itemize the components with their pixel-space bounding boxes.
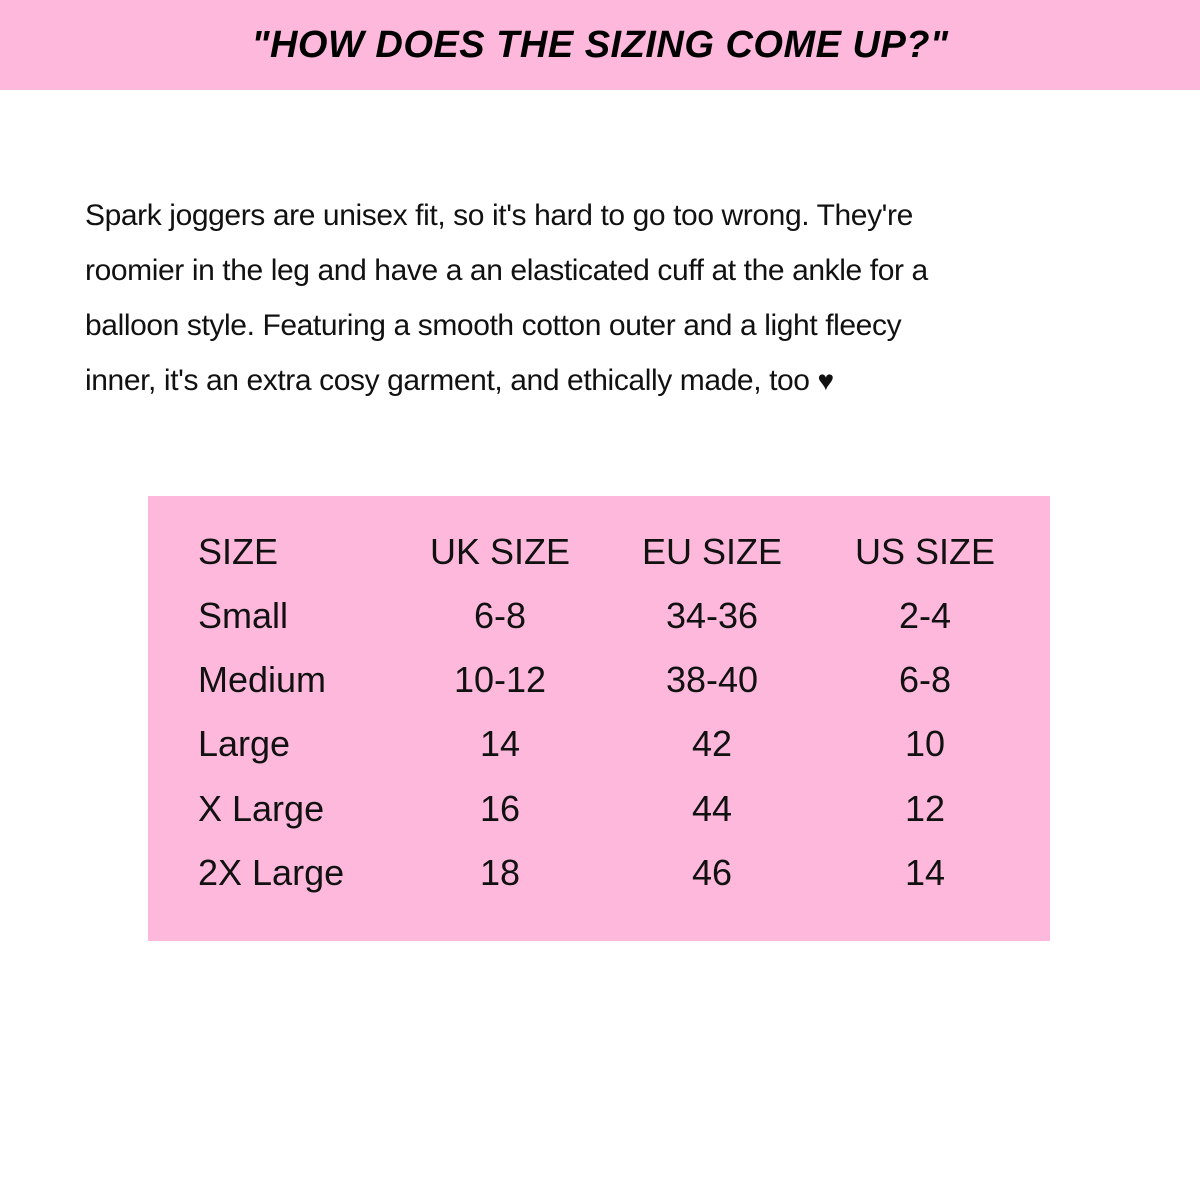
us-cell: 10 bbox=[904, 723, 946, 764]
us-cell: 14 bbox=[904, 852, 946, 893]
intro-line: balloon style. Featuring a smooth cotton… bbox=[85, 309, 902, 342]
table-header-row: SIZE UK SIZE EU SIZE US SIZE bbox=[148, 520, 1050, 584]
eu-cell: 44 bbox=[691, 788, 733, 829]
intro-line-text: inner, it's an extra cosy garment, and e… bbox=[85, 364, 810, 397]
size-cell: Large bbox=[198, 723, 291, 764]
header-size: SIZE bbox=[198, 531, 279, 572]
intro-line: Spark joggers are unisex fit, so it's ha… bbox=[85, 199, 913, 232]
eu-cell: 38-40 bbox=[665, 659, 759, 700]
size-cell: 2X Large bbox=[198, 852, 345, 893]
header-banner: "HOW DOES THE SIZING COME UP?" bbox=[0, 0, 1200, 90]
table-row: Large 14 42 10 bbox=[148, 712, 1050, 776]
uk-cell: 10-12 bbox=[453, 659, 547, 700]
uk-cell: 14 bbox=[479, 723, 521, 764]
eu-cell: 34-36 bbox=[665, 595, 759, 636]
us-cell: 6-8 bbox=[898, 659, 952, 700]
page-title: "HOW DOES THE SIZING COME UP?" bbox=[251, 23, 949, 66]
eu-cell: 42 bbox=[691, 723, 733, 764]
intro-line: inner, it's an extra cosy garment, and e… bbox=[85, 353, 1165, 408]
header-uk-size: UK SIZE bbox=[430, 531, 571, 572]
eu-cell: 46 bbox=[691, 852, 733, 893]
size-table: SIZE UK SIZE EU SIZE US SIZE Small 6-8 3… bbox=[148, 496, 1050, 941]
uk-cell: 16 bbox=[479, 788, 521, 829]
intro-paragraph: Spark joggers are unisex fit, so it's ha… bbox=[85, 188, 1165, 408]
table-row: Small 6-8 34-36 2-4 bbox=[148, 584, 1050, 648]
uk-cell: 18 bbox=[479, 852, 521, 893]
size-cell: Medium bbox=[198, 659, 327, 700]
heart-icon: ♥ bbox=[817, 365, 835, 396]
size-cell: Small bbox=[198, 595, 289, 636]
size-cell: X Large bbox=[198, 788, 325, 829]
intro-line: roomier in the leg and have a an elastic… bbox=[85, 254, 928, 287]
table-row: X Large 16 44 12 bbox=[148, 777, 1050, 841]
table-row: 2X Large 18 46 14 bbox=[148, 841, 1050, 905]
header-eu-size: EU SIZE bbox=[642, 531, 783, 572]
header-us-size: US SIZE bbox=[855, 531, 996, 572]
us-cell: 2-4 bbox=[898, 595, 952, 636]
table-row: Medium 10-12 38-40 6-8 bbox=[148, 648, 1050, 712]
uk-cell: 6-8 bbox=[473, 595, 527, 636]
us-cell: 12 bbox=[904, 788, 946, 829]
